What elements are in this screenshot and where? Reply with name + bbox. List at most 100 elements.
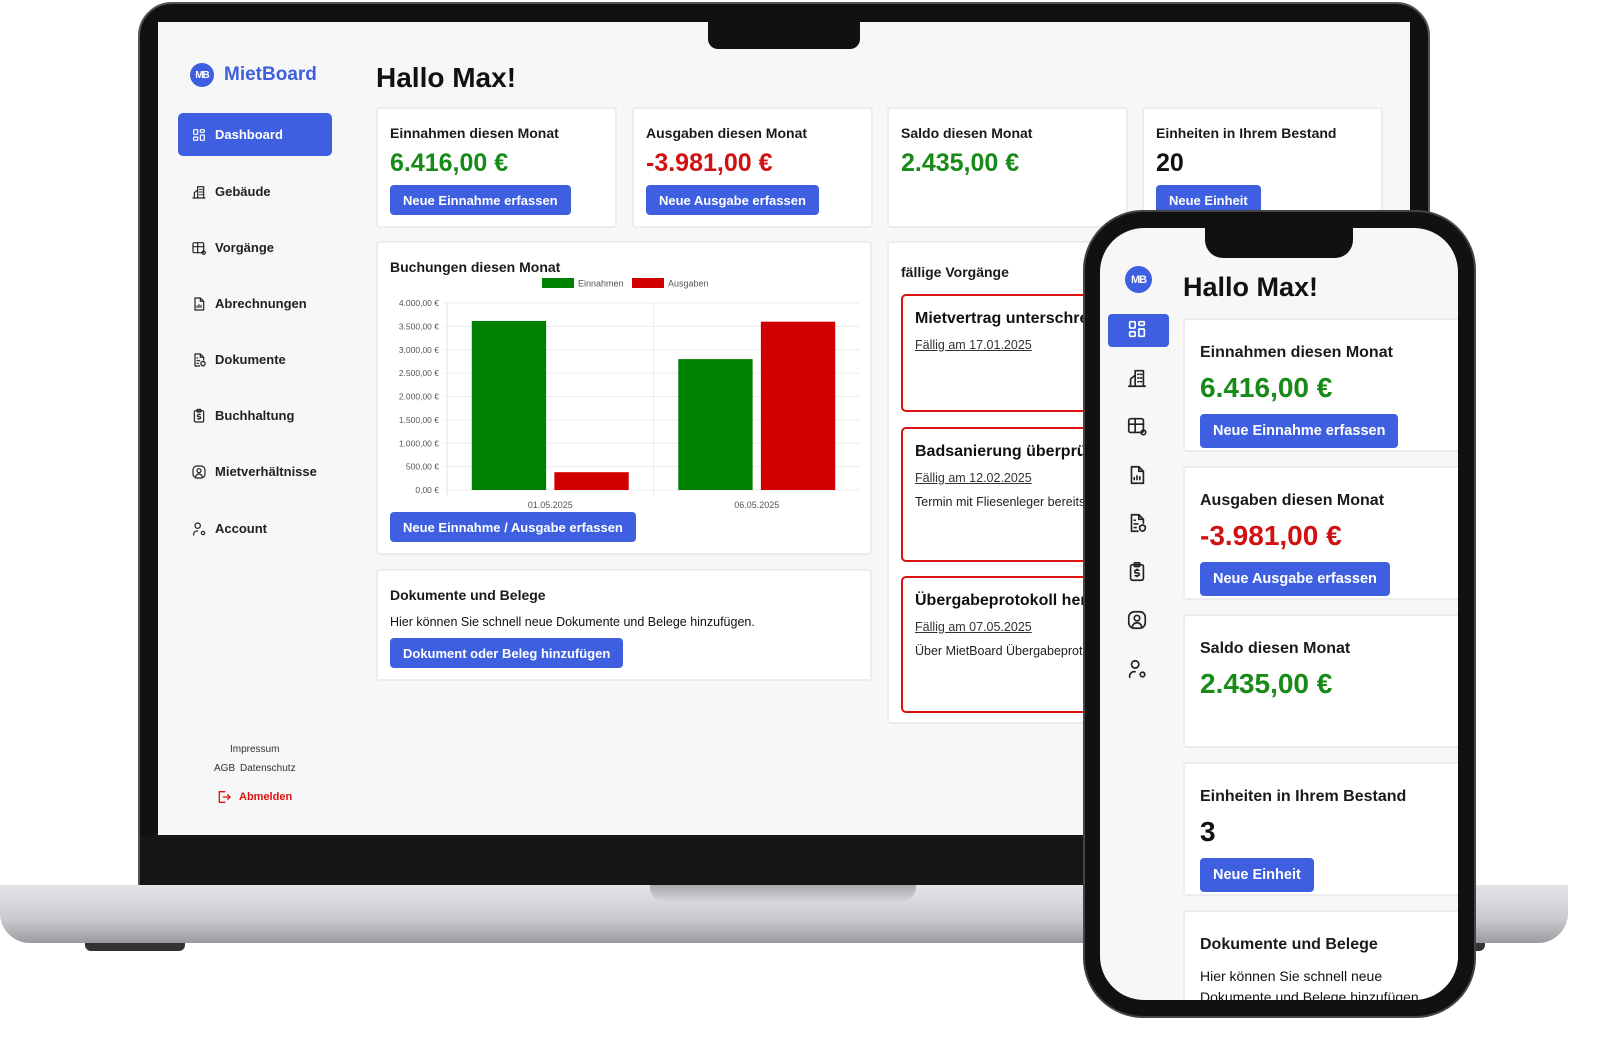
dashboard-icon (193, 128, 205, 141)
sidebar-item-buchhaltung[interactable]: Buchhaltung (178, 394, 332, 437)
y-tick-label: 4.000,00 € (399, 298, 439, 308)
phone-nav-gebäude[interactable] (1126, 367, 1150, 391)
phone-nav-vorgänge[interactable] (1126, 415, 1150, 439)
logout-button[interactable]: Abmelden (216, 789, 292, 805)
impressum-link[interactable]: Impressum (230, 744, 280, 755)
stat-action-button[interactable]: Neue Einnahme erfassen (1200, 414, 1399, 448)
stat-action-button[interactable]: Neue Einnahme erfassen (390, 185, 571, 215)
task-title: Badsanierung überprüfen (915, 443, 1111, 460)
sidebar-item-vorgänge[interactable]: Vorgänge (178, 226, 332, 269)
y-tick-label: 3.000,00 € (399, 345, 439, 355)
document-shield-icon (1130, 513, 1147, 533)
table-gear-icon (1127, 417, 1147, 436)
laptop-lip (650, 885, 916, 901)
y-tick-label: 1.500,00 € (399, 415, 439, 425)
sidebar-item-gebäude[interactable]: Gebäude (178, 170, 332, 213)
sidebar-item-dashboard[interactable]: Dashboard (178, 113, 332, 156)
phone-stat-card: Saldo diesen Monat 2.435,00 € (1183, 614, 1458, 748)
phone-documents-text: Hier können Sie schnell neue Dokumente u… (1200, 968, 1423, 1000)
stat-action-button[interactable]: Neue Einheit (1200, 858, 1314, 892)
sidebar-item-abrechnungen[interactable]: Abrechnungen (178, 282, 332, 325)
sidebar-item-label: Gebäude (215, 184, 271, 199)
report-icon (1130, 465, 1145, 484)
document-shield-icon (194, 352, 206, 367)
y-tick-label: 2.000,00 € (399, 392, 439, 402)
documents-card: Dokumente und Belege Hier können Sie sch… (376, 569, 872, 681)
phone-nav-mietverhältnisse[interactable] (1126, 609, 1150, 633)
user-gear-icon (1128, 659, 1146, 678)
stat-card: Einnahmen diesen Monat 6.416,00 € Neue Ei… (376, 107, 617, 228)
sidebar-item-account[interactable]: Account (178, 507, 332, 550)
stat-value: 20 (1156, 149, 1184, 177)
due-tasks-title: fällige Vorgänge (901, 264, 1009, 280)
building-icon (192, 185, 206, 199)
bookings-chart: 0,00 € 500,00 € 1.000,00 € 1.500,00 € 2.000,… (399, 278, 860, 510)
phone-nav-dokumente[interactable] (1126, 512, 1150, 536)
stat-value: 2.435,00 € (1200, 668, 1333, 699)
stat-title: Ausgaben diesen Monat (1200, 492, 1385, 509)
stat-value: 6.416,00 € (390, 149, 509, 177)
bar-einnahmen (471, 320, 547, 490)
stat-title: Einnahmen diesen Monat (1200, 344, 1393, 361)
clipboard-dollar-icon (1129, 561, 1145, 581)
task-due-date[interactable]: Fällig am 17.01.2025 (915, 338, 1032, 352)
stat-value: 2.435,00 € (901, 149, 1020, 177)
phone-screen: MB Hallo Max! Einnahmen diesen Monat 6.4… (1100, 228, 1458, 1000)
agb-link[interactable]: AGB (214, 763, 236, 774)
y-tick-label: 500,00 € (406, 462, 439, 472)
bookings-title: Buchungen diesen Monat (390, 259, 561, 275)
stat-action-button[interactable]: Neue Ausgabe erfassen (646, 185, 819, 215)
phone-documents-card: Dokumente und Belege Hier können Sie sch… (1183, 910, 1458, 1000)
x-tick-label: 06.05.2025 (734, 500, 779, 510)
add-document-button[interactable]: Dokument oder Beleg hinzufügen (390, 638, 624, 668)
bookings-card: Buchungen diesen Monat 0,00 € 500,00 € 1.0… (376, 241, 872, 555)
stat-card: Einheiten in Ihrem Bestand 20 Neue Einhei… (1142, 107, 1383, 228)
phone-stat-card: Ausgaben diesen Monat -3.981,00 € Neue Au… (1183, 466, 1458, 600)
phone-nav-account[interactable] (1126, 658, 1150, 682)
stat-title: Einnahmen diesen Monat (390, 125, 559, 141)
y-tick-label: 1.000,00 € (399, 438, 439, 448)
sidebar-item-mietverhältnisse[interactable]: Mietverhältnisse (178, 450, 332, 493)
table-gear-icon (192, 241, 206, 255)
y-tick-label: 3.500,00 € (399, 321, 439, 331)
stat-value: -3.981,00 € (1200, 520, 1342, 551)
y-tick-label: 0,00 € (415, 485, 439, 495)
phone-nav-abrechnungen[interactable] (1126, 464, 1150, 488)
x-tick-label: 01.05.2025 (528, 500, 573, 510)
building-icon (1127, 369, 1147, 387)
y-tick-label: 2.500,00 € (399, 368, 439, 378)
phone-notch (1205, 226, 1353, 258)
sidebar-item-label: Mietverhältnisse (215, 464, 317, 479)
camera-notch (708, 20, 860, 49)
task-due-date[interactable]: Fällig am 07.05.2025 (915, 620, 1032, 634)
phone-stat-card: Einheiten in Ihrem Bestand 3 Neue Einheit (1183, 762, 1458, 896)
phone-nav-dashboard[interactable] (1126, 318, 1150, 342)
sidebar-item-label: Buchhaltung (215, 408, 295, 423)
brand-name[interactable]: MietBoard (224, 64, 317, 85)
legend-label: Einnahmen (578, 279, 624, 289)
stat-card: Ausgaben diesen Monat -3.981,00 € Neue Au… (632, 107, 873, 228)
documents-text: Hier können Sie schnell neue Dokumente u… (390, 615, 755, 629)
user-gear-icon (193, 521, 206, 536)
bar-einnahmen (678, 359, 753, 490)
logo-icon: MB (1125, 266, 1152, 293)
stat-title: Ausgaben diesen Monat (646, 125, 808, 141)
sidebar-item-dokumente[interactable]: Dokumente (178, 338, 332, 381)
phone-documents-title: Dokumente und Belege (1200, 936, 1378, 953)
phone-nav-buchhaltung[interactable] (1126, 561, 1150, 585)
page-title: Hallo Max! (376, 62, 517, 93)
new-booking-button[interactable]: Neue Einnahme / Ausgabe erfassen (390, 512, 636, 542)
phone-page-title: Hallo Max! (1183, 272, 1319, 302)
sidebar-item-label: Vorgänge (215, 240, 274, 255)
dashboard-icon (1128, 320, 1146, 338)
stat-value: -3.981,00 € (646, 149, 773, 177)
report-icon (194, 296, 205, 311)
datenschutz-link[interactable]: Datenschutz (240, 763, 296, 774)
legend-swatch (542, 278, 574, 288)
sidebar-item-label: Account (215, 521, 267, 536)
logo-icon: MB (190, 63, 214, 87)
logout-icon (218, 791, 231, 803)
stat-action-button[interactable]: Neue Ausgabe erfassen (1200, 562, 1390, 596)
task-due-date[interactable]: Fällig am 12.02.2025 (915, 471, 1032, 485)
bar-ausgaben (760, 321, 836, 490)
